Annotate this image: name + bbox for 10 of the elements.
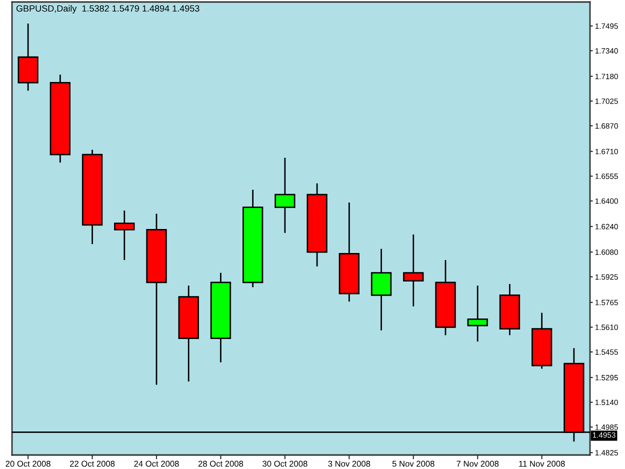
chart-title: GBPUSD,Daily 1.5382 1.5479 1.4894 1.4953 bbox=[16, 5, 200, 14]
x-tick-label: 24 Oct 2008 bbox=[134, 460, 179, 467]
x-tick-label: 5 Nov 2008 bbox=[392, 460, 434, 467]
x-tick-label: 3 Nov 2008 bbox=[328, 460, 370, 467]
x-tick-label: 28 Oct 2008 bbox=[198, 460, 244, 467]
x-tick-label: 20 Oct 2008 bbox=[6, 460, 50, 467]
x-tick-label: 22 Oct 2008 bbox=[70, 460, 115, 467]
x-tick-label: 11 Nov 2008 bbox=[519, 460, 565, 467]
x-tick-label: 30 Oct 2008 bbox=[262, 460, 308, 467]
x-tick-label: 7 Nov 2008 bbox=[456, 460, 499, 467]
